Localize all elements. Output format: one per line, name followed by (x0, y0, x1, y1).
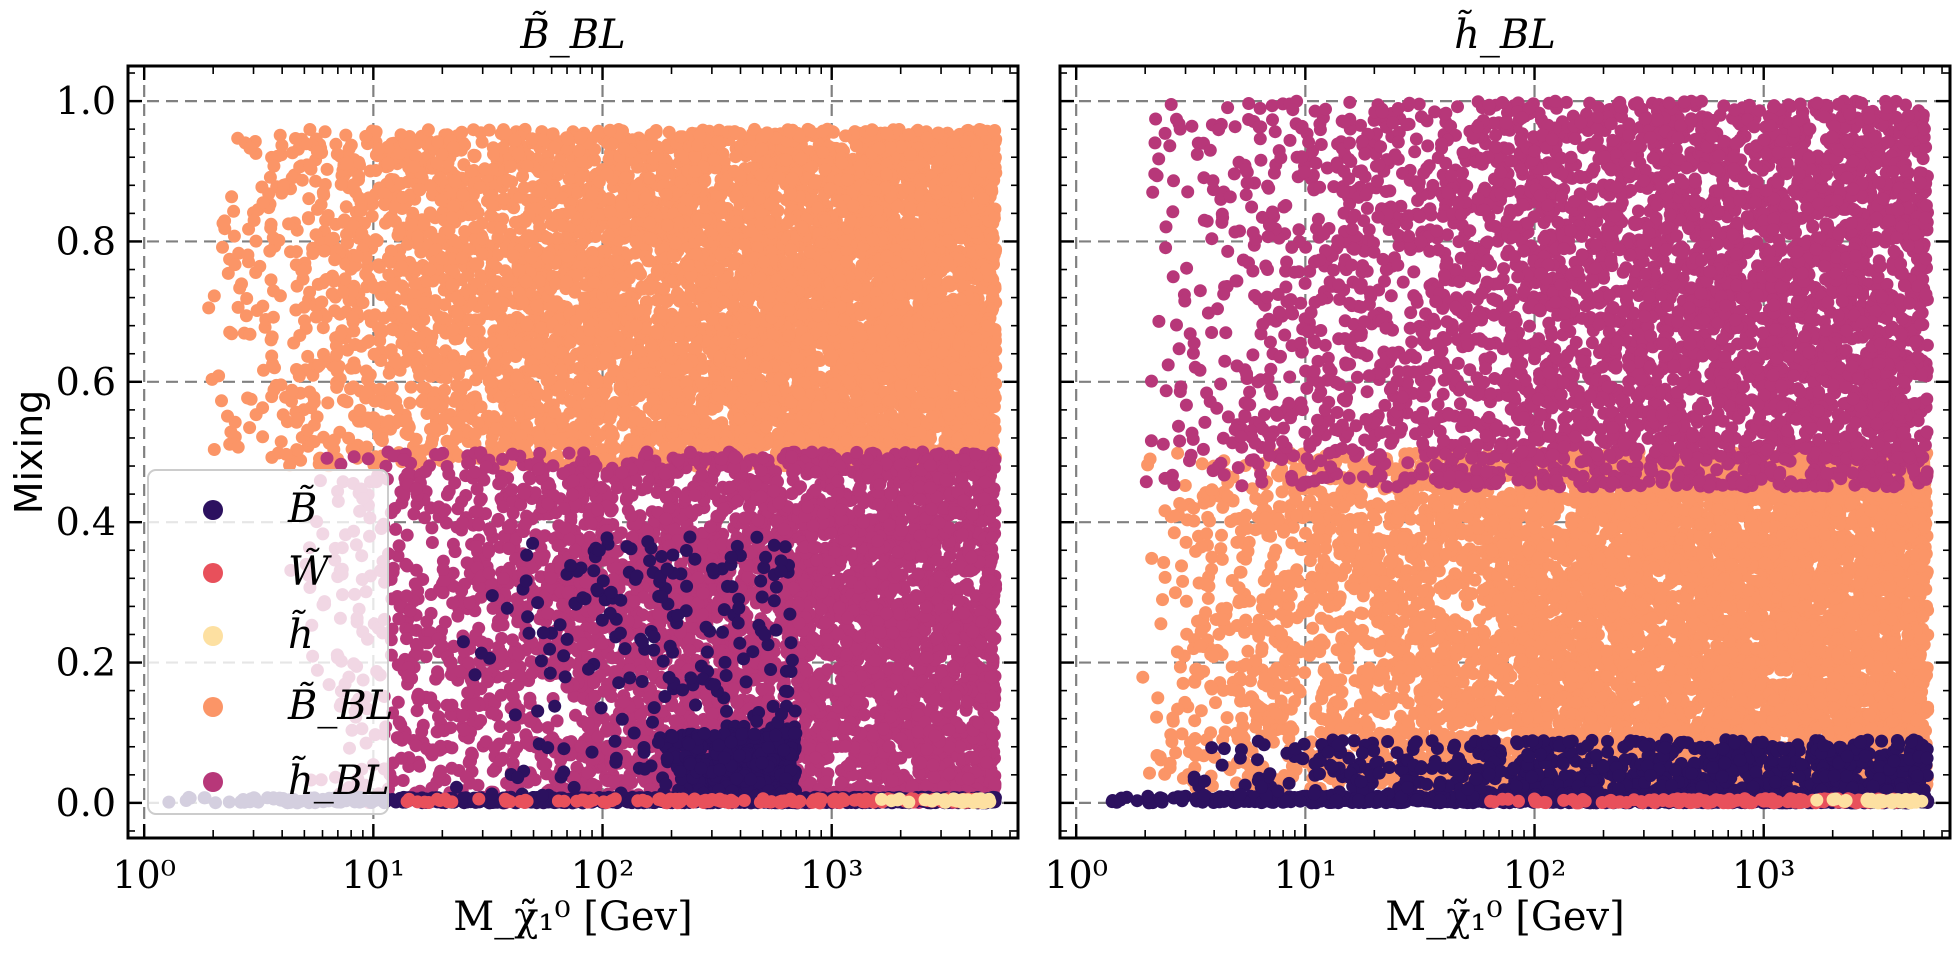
scatter-point (303, 285, 317, 299)
scatter-point (367, 280, 381, 294)
scatter-point (302, 192, 316, 206)
scatter-point (511, 147, 525, 161)
scatter-point (591, 124, 605, 138)
scatter-point (264, 221, 278, 235)
scatter-point (202, 301, 216, 315)
scatter-point (253, 259, 267, 273)
scatter-point (826, 389, 840, 403)
scatter-point (342, 431, 356, 445)
scatter-point (243, 327, 257, 341)
scatter-point (256, 430, 270, 444)
scatter-point (289, 303, 303, 317)
scatter-point (249, 234, 263, 248)
scatter-point (394, 177, 408, 190)
scatter-point (318, 125, 332, 139)
scatter-point (231, 440, 245, 454)
scatter-point (827, 377, 841, 391)
scatter-point (467, 123, 480, 137)
scatter-point (301, 211, 315, 225)
scatter-point (316, 321, 330, 335)
scatter-point (890, 200, 904, 214)
scatter-point (369, 164, 383, 177)
scatter-point (243, 421, 257, 435)
scatter-point (207, 289, 221, 303)
scatter-point (467, 148, 481, 162)
scatter-point (974, 123, 988, 137)
scatter-point (303, 123, 317, 136)
scatter-point (849, 394, 863, 408)
scatter-point (227, 204, 241, 218)
scatter-point (821, 408, 835, 422)
scatter-point (263, 244, 277, 258)
scatter-point (275, 186, 289, 200)
scatter-point (338, 272, 352, 286)
panel-left-points (162, 122, 1003, 810)
scatter-point (504, 160, 518, 173)
scatter-point (205, 372, 219, 386)
scatter-point (264, 273, 278, 287)
scatter-point (572, 382, 586, 396)
scatter-point (451, 308, 464, 321)
scatter-point (334, 177, 348, 191)
scatter-point (310, 410, 324, 424)
scatter-point (215, 394, 228, 408)
scatter-point (263, 170, 277, 184)
scatter-point (275, 138, 289, 152)
scatter-point (384, 244, 398, 258)
scatter-point (319, 273, 333, 286)
scatter-point (416, 381, 430, 394)
scatter-point (367, 347, 381, 361)
scatter-point (235, 277, 248, 291)
scatter-point (404, 380, 418, 394)
y-axis-label: Mixing (7, 390, 51, 515)
scatter-point (218, 214, 232, 228)
scatter-point (309, 310, 323, 324)
scatter-point (225, 190, 239, 204)
scatter-point (295, 173, 309, 187)
scatter-point (264, 333, 278, 347)
scatter-point (352, 191, 366, 205)
scatter-point (227, 229, 241, 243)
scatter-point (372, 142, 386, 156)
scatter-point (256, 401, 270, 415)
scatter-point (289, 245, 303, 259)
series-3 (202, 122, 1003, 473)
scatter-point (413, 369, 427, 383)
scatter-point (347, 324, 361, 338)
scatter-point (475, 135, 489, 149)
scatter-point (485, 199, 499, 212)
scatter-point (398, 355, 412, 369)
scatter-point (320, 162, 334, 176)
scatter-point (338, 394, 352, 408)
scatter-point (333, 328, 347, 342)
scatter-point (274, 435, 288, 449)
scatter-point (373, 382, 387, 396)
scatter-point (286, 146, 299, 160)
scatter-point (225, 327, 239, 341)
scatter-point (696, 361, 710, 375)
scatter-point (482, 123, 496, 137)
scatter-point (339, 200, 353, 214)
scatter-point (455, 125, 469, 139)
scatter-point (650, 326, 664, 340)
scatter-point (257, 363, 270, 377)
scatter-point (519, 340, 533, 354)
